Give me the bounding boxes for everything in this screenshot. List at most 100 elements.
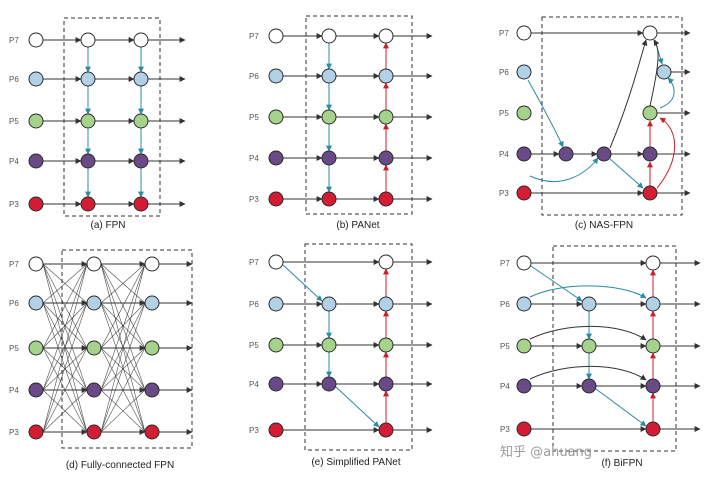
fpn-node (133, 196, 149, 212)
level-label-p5: P5 (249, 113, 259, 122)
panet-node (321, 191, 337, 207)
dense-connection (100, 347, 146, 391)
fpn-node (133, 113, 149, 129)
level-label-p4: P4 (499, 150, 509, 159)
panel-spanet: P7 P6 P5 P4 P3 (249, 243, 433, 451)
input-node-p5 (516, 105, 532, 121)
level-label-p7: P7 (499, 29, 509, 38)
dense-connection (42, 347, 88, 391)
fc-node (86, 256, 102, 272)
bifpn-node (645, 378, 661, 394)
level-label-p7: P7 (249, 32, 259, 41)
top-down-arrow (282, 264, 323, 302)
dense-connection (42, 263, 88, 391)
skip-connection (529, 365, 647, 381)
level-label-p6: P6 (249, 72, 259, 81)
bifpn-node (645, 296, 661, 312)
caption-fpn: (a) FPN (91, 220, 126, 231)
panel-nasfpn: P7 P6 P5 P4 P3 (499, 16, 691, 216)
watermark: 知乎 @ahuang (500, 444, 592, 460)
bifpn-node (581, 338, 597, 354)
level-label-p3: P3 (499, 189, 509, 198)
spanet-node (321, 337, 337, 353)
top-down-arrow (595, 388, 647, 427)
top-down-arrow (335, 386, 380, 428)
cross-scale-arrow (609, 158, 644, 189)
nas-node (642, 25, 658, 41)
level-label-p7: P7 (9, 36, 19, 45)
dashed-box (304, 243, 413, 451)
input-node-p6 (28, 295, 44, 311)
panet-node (321, 28, 337, 44)
cross-scale-arrow (659, 77, 675, 109)
dense-connection (100, 389, 146, 433)
spanet-node (321, 376, 337, 392)
nas-node (642, 105, 658, 121)
input-node-p6 (516, 64, 532, 80)
input-node-p5 (28, 340, 44, 356)
input-node-p4 (28, 153, 44, 169)
input-node-p5 (28, 113, 44, 129)
level-label-p3: P3 (9, 428, 19, 437)
level-label-p7: P7 (249, 258, 259, 267)
level-label-p3: P3 (249, 195, 259, 204)
input-node-p4 (516, 378, 532, 394)
caption-nasfpn: (c) NAS-FPN (575, 220, 633, 231)
level-label-p4: P4 (9, 157, 19, 166)
panet-node (321, 150, 337, 166)
nas-node (642, 146, 658, 162)
cross-scale-arrow (527, 79, 564, 148)
level-label-p3: P3 (500, 425, 510, 434)
panet-node (378, 28, 394, 44)
spanet-node (321, 296, 337, 312)
input-node-p6 (268, 296, 284, 312)
level-label-p5: P5 (9, 344, 19, 353)
level-label-p5: P5 (249, 341, 259, 350)
input-node-p5 (268, 109, 284, 125)
level-label-p6: P6 (500, 300, 510, 309)
spanet-node (378, 422, 394, 438)
dashed-box (552, 245, 677, 452)
fc-node (86, 340, 102, 356)
level-label-p4: P4 (249, 154, 259, 163)
skip-connection (529, 285, 647, 299)
dense-connection (42, 389, 88, 433)
input-node-p7 (516, 25, 532, 41)
input-node-p7 (268, 28, 284, 44)
input-node-p3 (268, 191, 284, 207)
fpn-node (80, 32, 96, 48)
panel-panet: P7 P6 P5 P4 P3 (249, 15, 433, 215)
top-down-arrow (530, 265, 583, 302)
dashed-box (61, 249, 193, 449)
fpn-node (133, 71, 149, 87)
dense-connection (100, 302, 146, 391)
spanet-node (378, 376, 394, 392)
panet-node (378, 109, 394, 125)
nas-node (558, 146, 574, 162)
input-node-p4 (28, 382, 44, 398)
dense-connection (100, 302, 146, 433)
fpn-node (80, 71, 96, 87)
nas-node (596, 146, 612, 162)
dashed-box (541, 16, 683, 216)
level-label-p7: P7 (500, 259, 510, 268)
input-node-p3 (268, 422, 284, 438)
spanet-node (378, 254, 394, 270)
fpn-node (80, 196, 96, 212)
dense-connection (42, 302, 88, 391)
level-label-p6: P6 (9, 75, 19, 84)
dense-connection (100, 263, 146, 304)
bifpn-node (645, 421, 661, 437)
dense-connection (42, 302, 88, 349)
fc-node (144, 295, 160, 311)
input-node-p3 (516, 421, 532, 437)
fc-node (144, 424, 160, 440)
bifpn-node (645, 255, 661, 271)
nas-node (642, 185, 658, 201)
fpn-node (80, 113, 96, 129)
bifpn-node (645, 338, 661, 354)
fc-node (86, 424, 102, 440)
skip-connection (529, 325, 647, 341)
panet-node (378, 191, 394, 207)
